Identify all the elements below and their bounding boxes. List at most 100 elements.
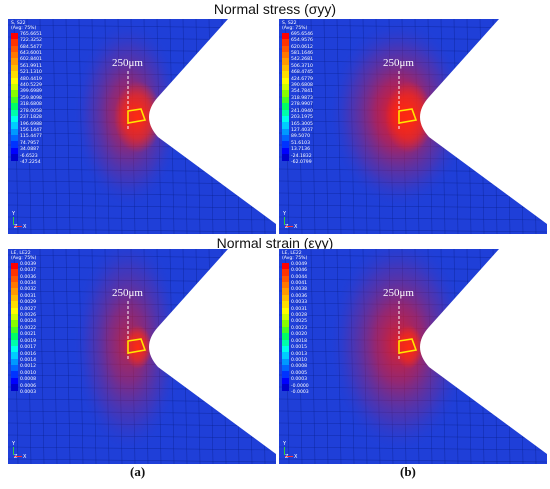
notch-cutout bbox=[420, 19, 547, 224]
contour-legend: S, S22 (Avg: 75%) 695.6546 654.9576 620.0612… bbox=[282, 21, 336, 165]
z-axis-label: Z bbox=[285, 454, 289, 460]
legend-value: 0.0026 bbox=[20, 313, 37, 319]
caption-b: (b) bbox=[400, 464, 416, 479]
legend-value: 0.0021 bbox=[20, 332, 37, 338]
legend-value: 0.0010 bbox=[291, 357, 308, 363]
legend-value: -0.0000 bbox=[291, 383, 309, 389]
legend-value: 0.0033 bbox=[291, 300, 308, 306]
legend-value: 278.9907 bbox=[291, 102, 313, 108]
legend-value: 480.4419 bbox=[20, 76, 42, 82]
contour-field bbox=[8, 249, 276, 464]
legend-averaging: (Avg: 75%) bbox=[11, 256, 37, 262]
legend-variable: S, S22 bbox=[11, 21, 26, 26]
legend-value: 399.6989 bbox=[20, 89, 42, 95]
z-axis-label: Z bbox=[285, 224, 289, 230]
legend-value: 0.0027 bbox=[20, 306, 37, 312]
caption-a: (a) bbox=[130, 464, 146, 479]
legend-value: 318.9873 bbox=[291, 95, 313, 101]
legend-value: 165.3005 bbox=[291, 121, 313, 127]
y-axis-label: Y bbox=[12, 211, 16, 217]
legend-value: 684.5477 bbox=[20, 44, 42, 50]
legend-value: 51.6103 bbox=[291, 140, 310, 146]
distance-label: 250μm bbox=[383, 287, 414, 299]
legend-value: 318.6808 bbox=[20, 102, 42, 108]
legend-value: 241.0940 bbox=[291, 108, 313, 114]
legend-value: 89.5070 bbox=[291, 134, 310, 140]
legend-averaging: (Avg: 75%) bbox=[11, 26, 37, 32]
y-axis-label: Y bbox=[12, 441, 16, 447]
z-axis-label: Z bbox=[14, 454, 18, 460]
legend-value: 0.0029 bbox=[20, 300, 37, 306]
legend-variable: LE, LE22 bbox=[11, 251, 31, 256]
legend-value: 13.7136 bbox=[291, 147, 310, 153]
y-axis-arrow bbox=[284, 447, 285, 455]
legend-value: 542.2681 bbox=[291, 57, 313, 63]
legend-value: 390.6808 bbox=[291, 83, 313, 89]
legend-value: 521.1310 bbox=[20, 70, 42, 76]
legend-value: 237.1828 bbox=[20, 115, 42, 121]
legend-value: 581.1646 bbox=[291, 51, 313, 57]
distance-label: 250μm bbox=[383, 57, 414, 69]
legend-value: 0.0003 bbox=[20, 389, 37, 395]
legend-color-scale bbox=[11, 262, 18, 391]
contour-field bbox=[8, 19, 276, 234]
legend-value: 0.0041 bbox=[291, 281, 308, 287]
contour-panel-stress-b: S, S22 (Avg: 75%) 695.6546 654.9576 620.0612… bbox=[279, 19, 547, 234]
y-axis-arrow bbox=[284, 217, 285, 225]
y-axis-label: Y bbox=[283, 441, 287, 447]
legend-value: 722.3252 bbox=[20, 38, 42, 44]
legend-value: 506.3710 bbox=[291, 63, 313, 69]
legend-value: 440.5229 bbox=[20, 83, 42, 89]
legend-color-scale bbox=[11, 32, 18, 161]
legend-value: 0.0032 bbox=[20, 287, 37, 293]
legend-value: 156.1447 bbox=[20, 127, 42, 133]
legend-value: -62.0799 bbox=[291, 159, 312, 165]
legend-value: 0.0008 bbox=[291, 364, 308, 370]
legend-value: 0.0008 bbox=[20, 377, 37, 383]
legend-value: 0.0024 bbox=[20, 319, 37, 325]
notch-cutout bbox=[420, 249, 547, 454]
legend-value: 643.6001 bbox=[20, 51, 42, 57]
legend-value: -24.1832 bbox=[291, 153, 312, 159]
contour-legend: S, S22 (Avg: 75%) 765.6651 722.3252 684.5477… bbox=[11, 21, 65, 165]
legend-value: 0.0044 bbox=[291, 274, 308, 280]
x-axis-label: X bbox=[23, 224, 27, 230]
legend-value: -0.0003 bbox=[291, 389, 309, 395]
legend-value: 695.6546 bbox=[291, 31, 313, 37]
distance-label: 250μm bbox=[112, 287, 143, 299]
legend-value: 0.0017 bbox=[20, 345, 37, 351]
legend-value: 765.6651 bbox=[20, 31, 42, 37]
y-axis-label: Y bbox=[283, 211, 287, 217]
legend-value: 0.0046 bbox=[291, 268, 308, 274]
legend-value: 424.6779 bbox=[291, 76, 313, 82]
legend-color-scale bbox=[282, 262, 289, 391]
contour-field bbox=[279, 19, 547, 234]
y-axis-arrow bbox=[13, 217, 14, 225]
legend-value: 278.0058 bbox=[20, 108, 42, 114]
contour-legend: LE, LE22 (Avg: 75%) 0.0039 0.0037 0.0036 0.00… bbox=[11, 251, 65, 395]
legend-value: 0.0018 bbox=[291, 338, 308, 344]
legend-value: 359.8098 bbox=[20, 95, 42, 101]
strain-section-title: Normal strain (εyy) bbox=[216, 235, 334, 251]
y-axis-arrow bbox=[13, 447, 14, 455]
legend-averaging: (Avg: 75%) bbox=[282, 26, 308, 32]
legend-value: 0.0006 bbox=[20, 383, 37, 389]
contour-legend: LE, LE22 (Avg: 75%) 0.0049 0.0046 0.0044 0.00… bbox=[282, 251, 336, 395]
gauge-element-outline bbox=[127, 338, 147, 354]
legend-value: 0.0016 bbox=[20, 351, 37, 357]
legend-value: 196.6988 bbox=[20, 121, 42, 127]
gauge-element-outline bbox=[127, 108, 147, 124]
legend-value: 74.7957 bbox=[20, 140, 39, 146]
legend-value: -6.6523 bbox=[20, 153, 38, 159]
legend-value: 0.0020 bbox=[291, 332, 308, 338]
legend-value: 0.0015 bbox=[291, 345, 308, 351]
legend-value: 0.0025 bbox=[291, 319, 308, 325]
legend-value: 0.0003 bbox=[291, 377, 308, 383]
legend-value: 0.0014 bbox=[20, 357, 37, 363]
legend-value: 602.8401 bbox=[20, 57, 42, 63]
legend-value: 34.0887 bbox=[20, 147, 39, 153]
legend-value: 0.0022 bbox=[20, 325, 37, 331]
legend-value: 203.1975 bbox=[291, 115, 313, 121]
